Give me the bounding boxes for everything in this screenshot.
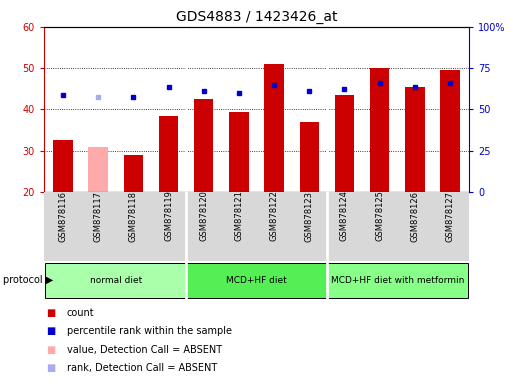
Text: ■: ■ (46, 363, 55, 373)
Text: MCD+HF diet with metformin: MCD+HF diet with metformin (330, 276, 464, 285)
Text: rank, Detection Call = ABSENT: rank, Detection Call = ABSENT (67, 363, 217, 373)
Bar (194, 99, 213, 192)
Bar (159, 116, 178, 192)
Bar (124, 155, 143, 192)
Text: protocol ▶: protocol ▶ (3, 275, 53, 285)
Text: ■: ■ (46, 326, 55, 336)
Text: percentile rank within the sample: percentile rank within the sample (67, 326, 232, 336)
Text: count: count (67, 308, 94, 318)
Bar (440, 70, 460, 192)
Bar (88, 147, 108, 192)
Bar (300, 122, 319, 192)
Title: GDS4883 / 1423426_at: GDS4883 / 1423426_at (176, 10, 337, 25)
Text: ■: ■ (46, 308, 55, 318)
Text: MCD+HF diet: MCD+HF diet (226, 276, 287, 285)
Bar (186, 263, 327, 298)
Bar (335, 95, 354, 192)
Text: normal diet: normal diet (90, 276, 142, 285)
Bar (264, 64, 284, 192)
Bar (405, 87, 425, 192)
Bar (327, 263, 468, 298)
Bar (45, 263, 186, 298)
Bar (229, 111, 249, 192)
Text: value, Detection Call = ABSENT: value, Detection Call = ABSENT (67, 345, 222, 355)
Text: ■: ■ (46, 345, 55, 355)
Bar (370, 68, 389, 192)
Bar (53, 141, 73, 192)
